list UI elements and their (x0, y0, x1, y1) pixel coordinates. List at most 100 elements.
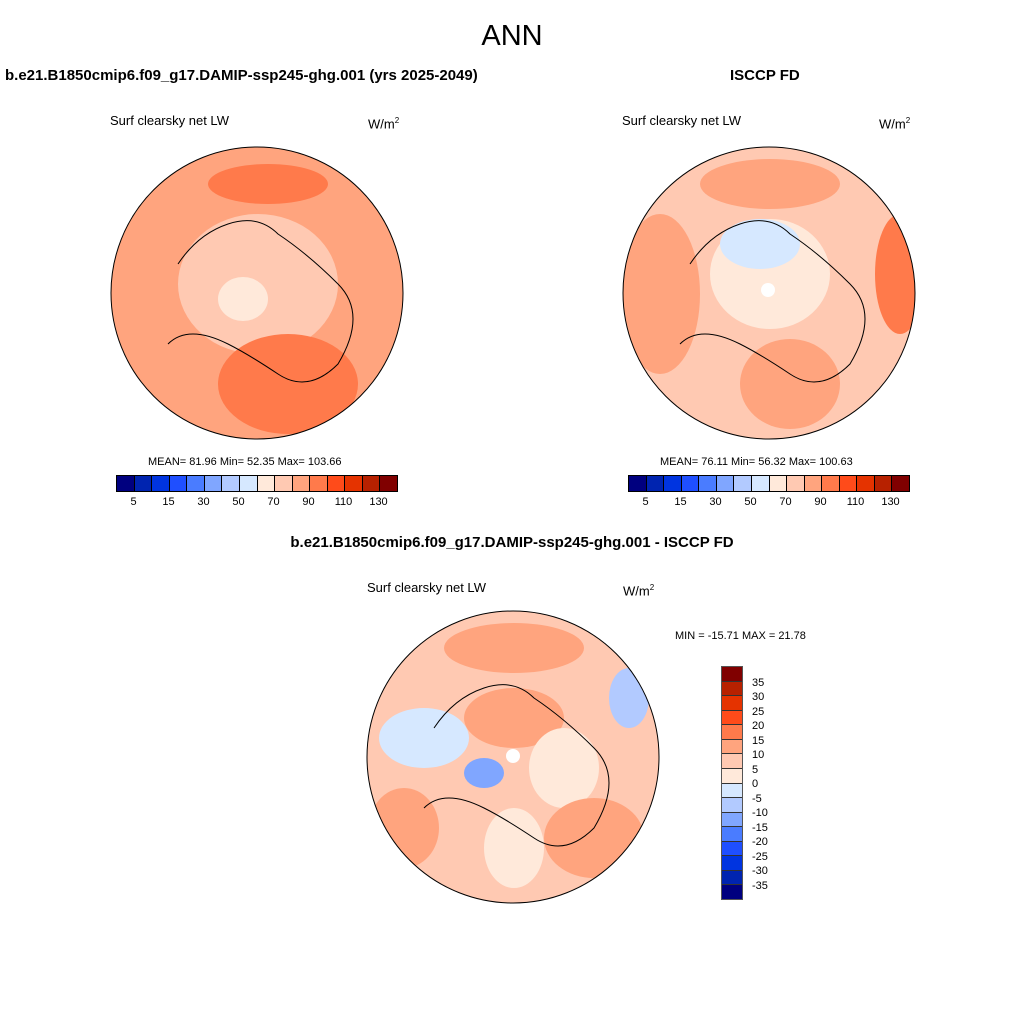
colorbar-swatch (722, 710, 742, 726)
colorbar-tick-label: 30 (197, 496, 210, 508)
panel1-variable: Surf clearsky net LW (110, 113, 229, 128)
colorbar-tick-label: 15 (752, 734, 765, 747)
colorbar-swatch (716, 476, 735, 491)
colorbar-swatch (362, 476, 381, 491)
colorbar-tick-label: 90 (302, 496, 315, 508)
colorbar-swatch (734, 476, 752, 491)
colorbar-tick-label: 5 (642, 496, 649, 508)
colorbar-tick-label: 130 (369, 496, 388, 508)
colorbar-swatch (751, 476, 770, 491)
colorbar-tick-label: 5 (130, 496, 137, 508)
colorbar-swatch (327, 476, 346, 491)
coastline (423, 684, 610, 847)
colorbar-swatch (380, 476, 397, 491)
colorbar-swatch (310, 476, 328, 491)
panel2-case-title: ISCCP FD (730, 67, 800, 84)
colorbar-swatch (275, 476, 293, 491)
colorbar-tick-label: 15 (162, 496, 175, 508)
colorbar-swatch (722, 870, 742, 886)
colorbar-tick-label: 5 (752, 763, 759, 776)
colorbar-swatch (804, 476, 823, 491)
colorbar-tick-label: 90 (814, 496, 827, 508)
coastline (679, 220, 866, 383)
colorbar-tick-label: 10 (752, 749, 765, 761)
colorbar-tick-label: -25 (752, 850, 768, 863)
colorbar-swatch (722, 681, 742, 697)
colorbar-tick-label: 15 (674, 496, 687, 508)
colorbar-swatch (722, 696, 742, 711)
colorbar-swatch (787, 476, 805, 491)
colorbar-tick-label: 20 (752, 720, 765, 732)
colorbar-tick-label: 0 (752, 778, 759, 790)
panel1-polar-map (110, 146, 404, 440)
colorbar-tick-label: -15 (752, 821, 768, 834)
colorbar-tick-label: -20 (752, 836, 768, 848)
colorbar-tick-label: 50 (744, 496, 757, 508)
colorbar-swatch (722, 754, 742, 769)
colorbar-swatch (874, 476, 893, 491)
panel1-case-title: b.e21.B1850cmip6.f09_g17.DAMIP-ssp245-gh… (5, 67, 478, 84)
panel1-units: W/m2 (368, 116, 399, 131)
colorbar-swatch (345, 476, 363, 491)
colorbar-swatch (646, 476, 665, 491)
units-base: W/m (368, 116, 395, 132)
colorbar-swatch (722, 725, 742, 740)
colorbar-swatch (152, 476, 170, 491)
colorbar-swatch (857, 476, 875, 491)
colorbar-swatch (839, 476, 858, 491)
colorbar-swatch (722, 667, 742, 682)
colorbar-tick-label: -35 (752, 879, 768, 892)
colorbar-tick-label: 25 (752, 705, 765, 718)
units-base: W/m (879, 116, 906, 132)
colorbar-swatch (204, 476, 223, 491)
colorbar-tick-label: -5 (752, 792, 762, 805)
colorbar-swatch (681, 476, 700, 491)
colorbar-swatch (722, 827, 742, 842)
colorbar-swatch (722, 783, 742, 799)
panel1-colorbar (116, 475, 398, 492)
panel2-stats: MEAN= 76.11 Min= 56.32 Max= 100.63 (660, 456, 853, 468)
panel2-units: W/m2 (879, 116, 910, 131)
units-exp: 2 (905, 116, 911, 125)
colorbar-swatch (222, 476, 240, 491)
panel2-polar-map (622, 146, 916, 440)
colorbar-tick-label: 70 (267, 496, 280, 508)
colorbar-swatch (722, 798, 742, 813)
panel3-case-title: b.e21.B1850cmip6.f09_g17.DAMIP-ssp245-gh… (290, 534, 734, 551)
colorbar-swatch (822, 476, 840, 491)
colorbar-tick-label: 110 (334, 496, 353, 508)
colorbar-swatch (722, 768, 742, 784)
panel3-stats: MIN = -15.71 MAX = 21.78 (675, 630, 806, 642)
colorbar-swatch (722, 856, 742, 871)
colorbar-tick-label: 130 (881, 496, 900, 508)
panel2-colorbar (628, 475, 910, 492)
colorbar-swatch (257, 476, 276, 491)
units-exp: 2 (394, 116, 400, 125)
coastline (167, 220, 354, 383)
colorbar-swatch (722, 841, 742, 857)
colorbar-swatch (239, 476, 258, 491)
units-base: W/m (623, 583, 650, 599)
colorbar-swatch (664, 476, 682, 491)
colorbar-swatch (722, 885, 742, 899)
colorbar-swatch (169, 476, 188, 491)
colorbar-tick-label: 110 (846, 496, 865, 508)
colorbar-tick-label: 35 (752, 676, 765, 689)
colorbar-swatch (722, 812, 742, 828)
figure-title: ANN (481, 20, 543, 52)
colorbar-tick-label: 30 (752, 691, 765, 703)
colorbar-tick-label: 70 (779, 496, 792, 508)
colorbar-swatch (892, 476, 909, 491)
colorbar-tick-label: 30 (709, 496, 722, 508)
panel3-colorbar (721, 666, 743, 900)
panel1-stats: MEAN= 81.96 Min= 52.35 Max= 103.66 (148, 456, 342, 468)
colorbar-swatch (699, 476, 717, 491)
colorbar-tick-label: -30 (752, 865, 768, 877)
colorbar-tick-label: -10 (752, 807, 768, 819)
panel3-variable: Surf clearsky net LW (367, 580, 486, 595)
colorbar-swatch (117, 476, 135, 491)
panel3-units: W/m2 (623, 583, 654, 598)
colorbar-swatch (134, 476, 153, 491)
colorbar-swatch (292, 476, 311, 491)
panel3-polar-map (366, 610, 660, 904)
